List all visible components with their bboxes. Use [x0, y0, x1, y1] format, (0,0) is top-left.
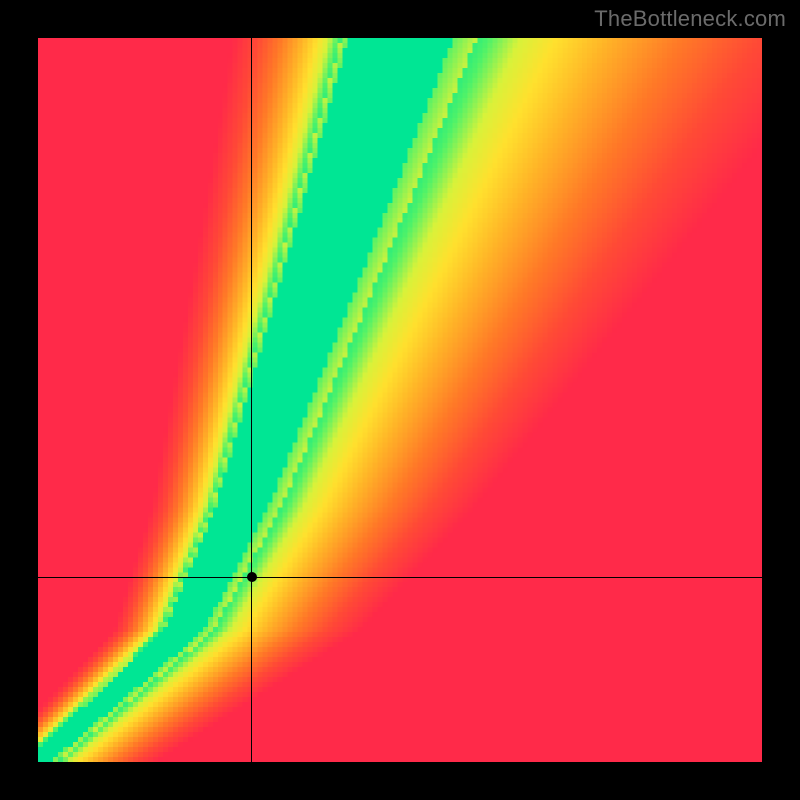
watermark-text: TheBottleneck.com — [594, 6, 786, 32]
bottleneck-heatmap — [38, 38, 762, 762]
heatmap-plot-area — [38, 38, 762, 762]
crosshair-horizontal-line — [38, 577, 762, 578]
crosshair-marker-dot — [247, 572, 257, 582]
crosshair-vertical-line — [251, 38, 252, 762]
figure-stage: TheBottleneck.com — [0, 0, 800, 800]
